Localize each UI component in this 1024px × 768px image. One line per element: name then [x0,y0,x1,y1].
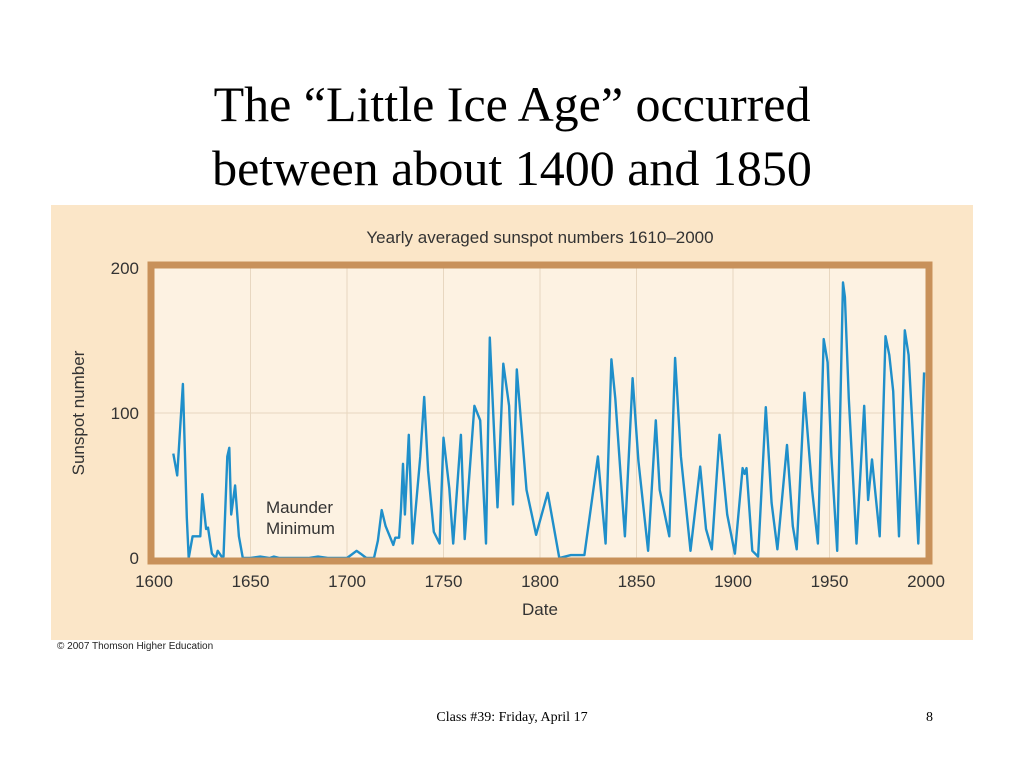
y-tick-label: 200 [111,259,139,278]
slide-title-line-1: The “Little Ice Age” occurred [213,76,811,132]
x-axis-label: Date [522,600,558,619]
x-tick-label: 1900 [714,572,752,591]
figure-panel: Yearly averaged sunspot numbers 1610–200… [51,205,973,640]
x-tick-label: 1600 [135,572,173,591]
annotation-line-2: Minimum [266,519,335,538]
x-tick-label: 1700 [328,572,366,591]
x-tick-label: 1750 [425,572,463,591]
copyright-notice: © 2007 Thomson Higher Education [57,641,214,652]
y-tick-label: 0 [130,549,139,568]
x-tick-label: 2000 [907,572,945,591]
x-axis-ticks: 1600 1650 1700 1750 1800 1850 1900 1950 2000 [135,572,945,591]
x-tick-label: 1800 [521,572,559,591]
slide-title: The “Little Ice Age” occurred between ab… [0,72,1024,200]
y-axis-label: Sunspot number [69,350,88,475]
page-number: 8 [926,710,933,725]
x-tick-label: 1850 [618,572,656,591]
y-tick-label: 100 [111,404,139,423]
plot-frame [147,261,933,565]
y-axis-ticks: 0 100 200 [111,259,139,568]
sunspot-chart: Yearly averaged sunspot numbers 1610–200… [69,228,945,619]
x-tick-label: 1950 [811,572,849,591]
maunder-minimum-annotation: Maunder Minimum [266,498,338,538]
chart-title: Yearly averaged sunspot numbers 1610–200… [366,228,713,247]
x-tick-label: 1650 [232,572,270,591]
annotation-line-1: Maunder [266,498,333,517]
slide-footer: Class #39: Friday, April 17 [436,710,588,725]
slide-title-line-2: between about 1400 and 1850 [212,140,812,196]
